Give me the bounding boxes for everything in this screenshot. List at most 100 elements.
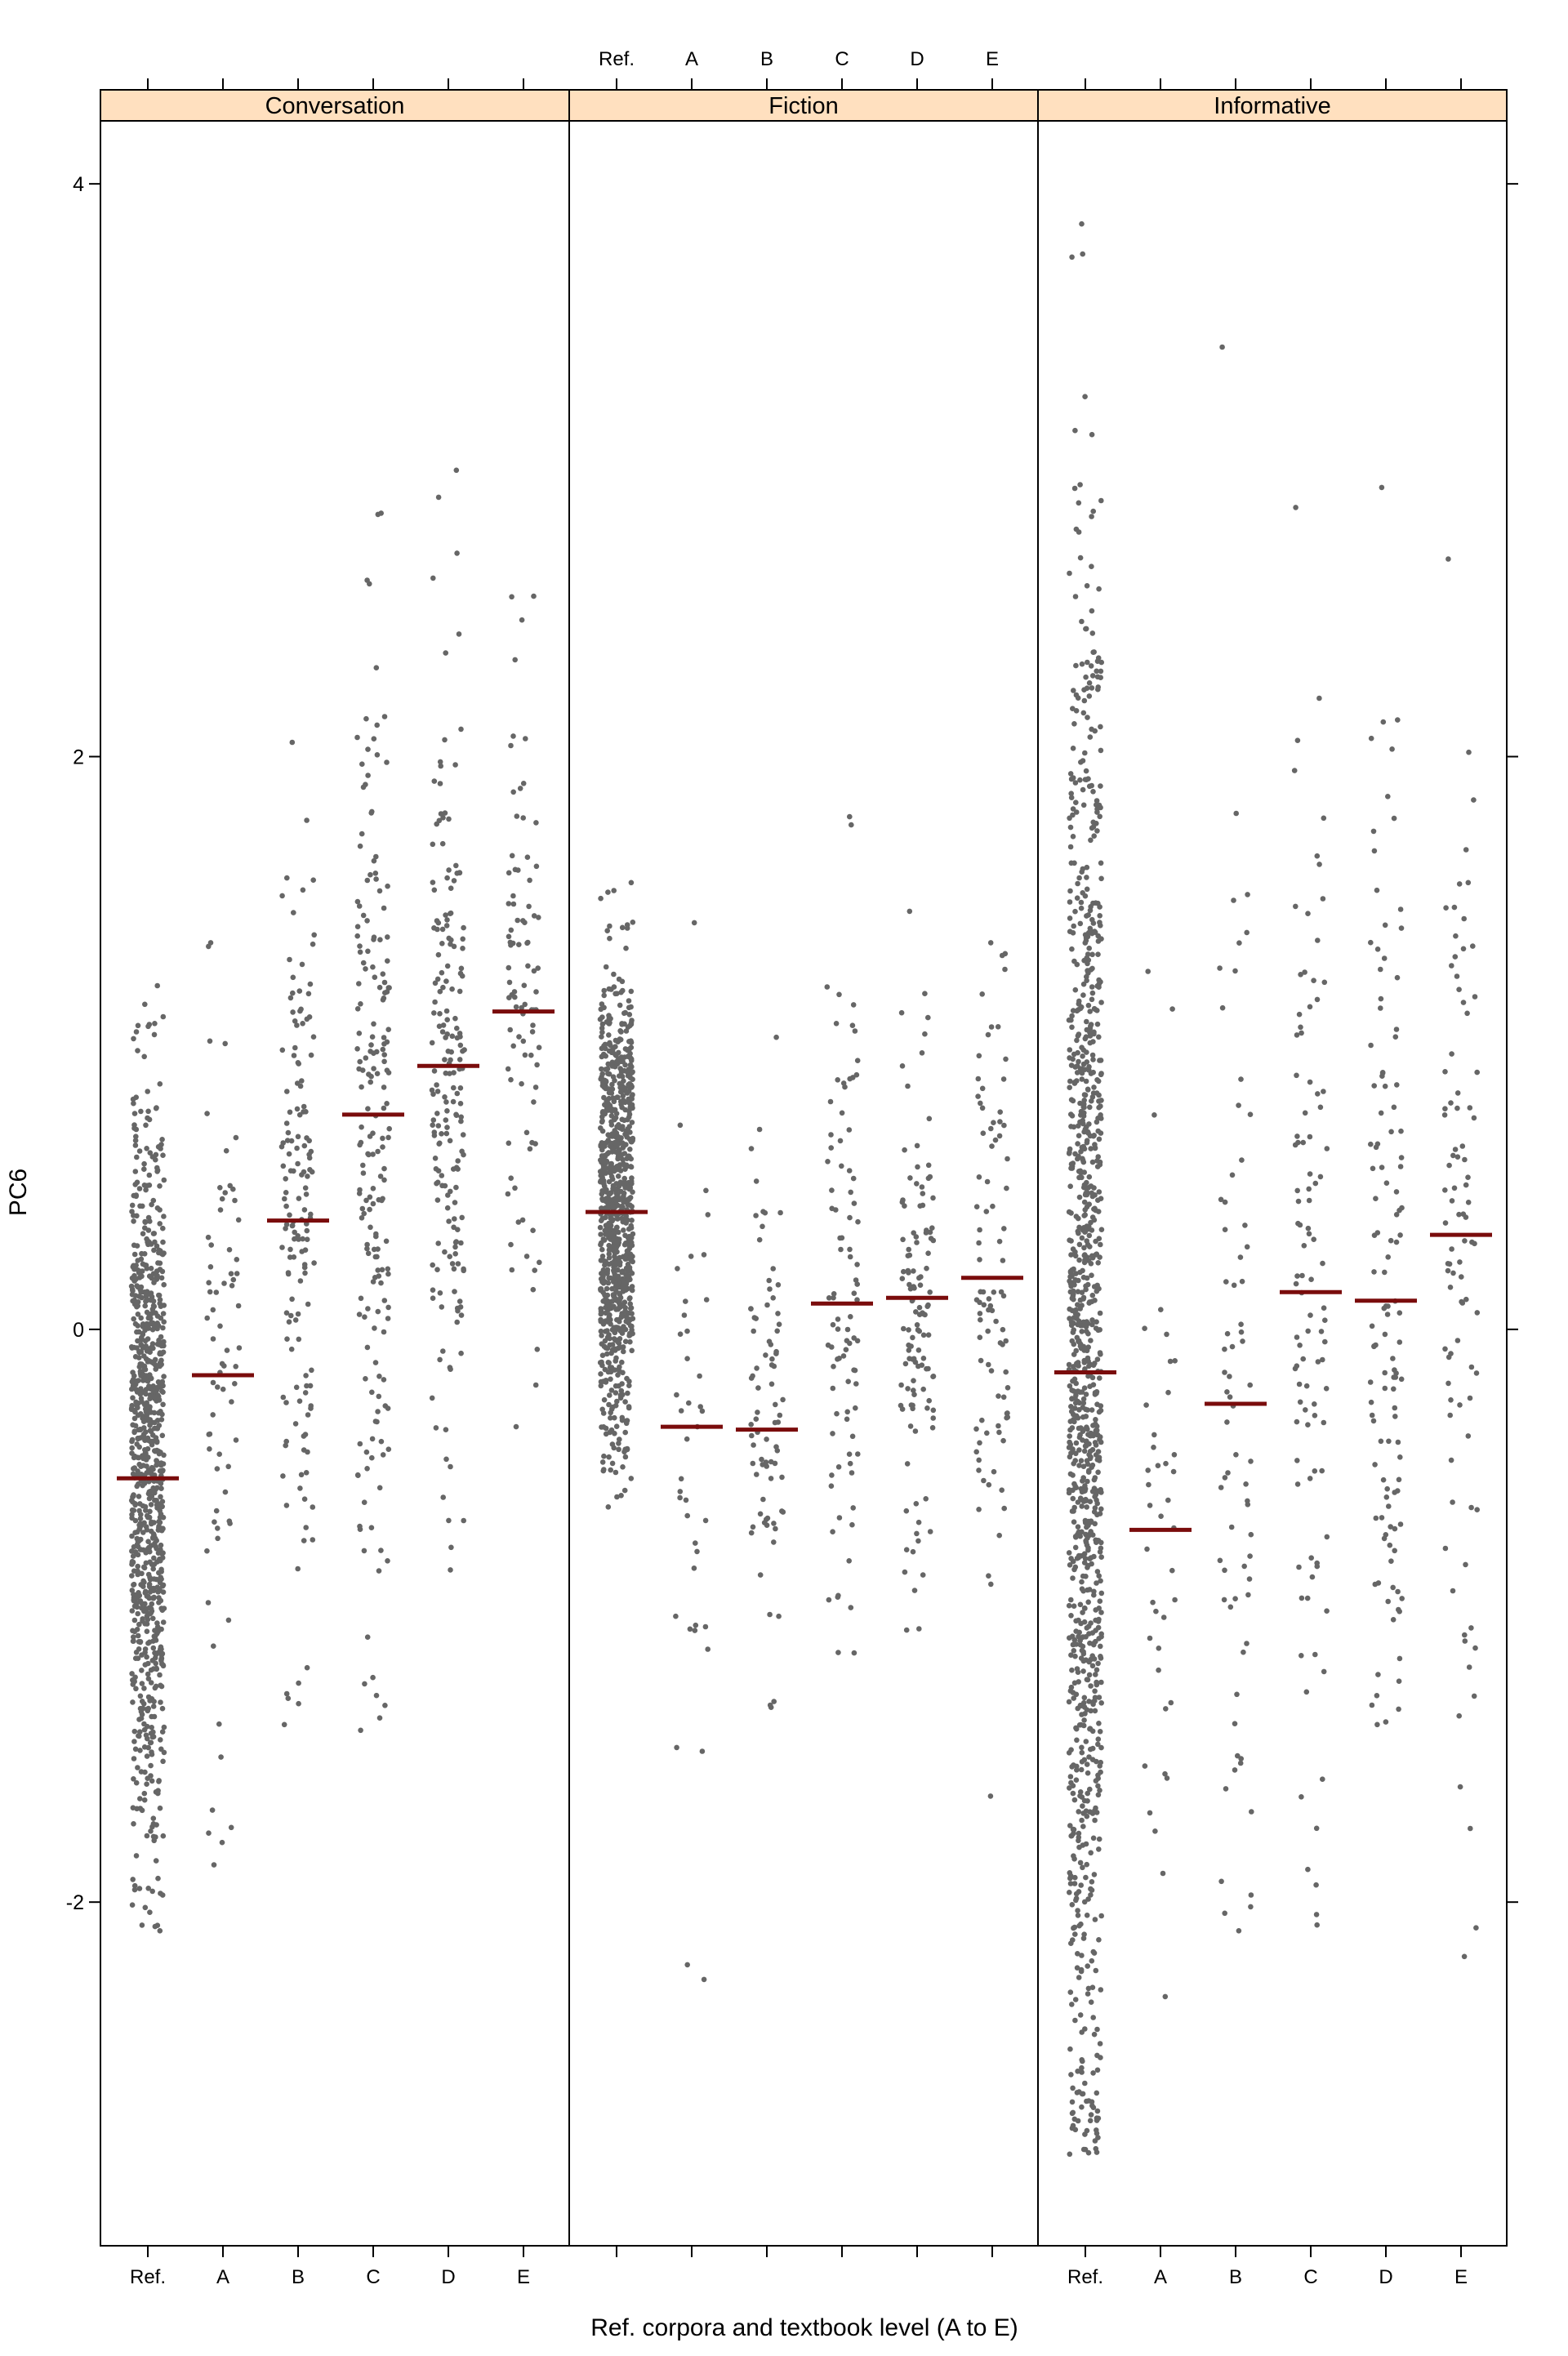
point-conversation-ref xyxy=(140,1618,145,1624)
point-informative-d xyxy=(1388,1237,1394,1244)
point-conversation-e xyxy=(531,1099,537,1105)
point-fiction-ref xyxy=(609,1441,616,1447)
x-tick-label-bottom: B xyxy=(292,2266,305,2288)
point-conversation-ref xyxy=(142,1376,148,1382)
point-conversation-ref xyxy=(150,1815,157,1821)
point-informative-ref xyxy=(1092,1817,1098,1824)
point-conversation-ref xyxy=(137,1427,144,1433)
point-conversation-ref xyxy=(139,1922,145,1928)
point-conversation-a xyxy=(207,1289,213,1295)
point-fiction-e xyxy=(979,1105,986,1111)
point-informative-a xyxy=(1172,1358,1178,1364)
point-fiction-c xyxy=(826,1597,832,1603)
point-informative-d xyxy=(1385,1598,1391,1605)
point-informative-ref xyxy=(1067,1316,1072,1321)
point-conversation-c xyxy=(354,734,360,741)
point-conversation-b xyxy=(302,1247,309,1253)
point-informative-e xyxy=(1461,915,1467,922)
point-informative-d xyxy=(1385,1303,1391,1309)
point-conversation-e xyxy=(510,901,517,907)
point-informative-d xyxy=(1392,1548,1397,1554)
point-informative-ref xyxy=(1079,2069,1085,2075)
point-informative-e xyxy=(1471,1115,1477,1121)
point-conversation-ref xyxy=(134,1627,140,1632)
point-conversation-ref xyxy=(153,1323,158,1329)
point-conversation-a xyxy=(204,1111,210,1116)
point-informative-d xyxy=(1396,1606,1401,1613)
point-conversation-c xyxy=(371,736,377,742)
point-informative-ref xyxy=(1069,2125,1076,2131)
point-informative-c xyxy=(1298,972,1303,978)
point-informative-e xyxy=(1457,1402,1463,1408)
point-fiction-e xyxy=(983,1209,990,1214)
point-informative-ref xyxy=(1089,1887,1095,1893)
point-conversation-b xyxy=(288,1346,295,1352)
point-conversation-d xyxy=(458,1312,465,1318)
point-fiction-ref xyxy=(605,1071,611,1076)
point-conversation-d xyxy=(457,988,463,995)
point-informative-b xyxy=(1227,1394,1233,1400)
point-conversation-a xyxy=(211,1862,217,1868)
point-informative-ref xyxy=(1071,1124,1077,1130)
point-fiction-e xyxy=(1000,1437,1006,1444)
point-conversation-d xyxy=(452,1244,458,1250)
point-conversation-b xyxy=(301,1496,308,1502)
point-conversation-ref xyxy=(133,1853,140,1859)
point-informative-ref xyxy=(1098,979,1103,985)
point-fiction-ref xyxy=(626,1012,633,1018)
point-informative-ref xyxy=(1080,1396,1087,1402)
point-informative-c xyxy=(1322,1317,1328,1323)
point-informative-c xyxy=(1312,1401,1317,1407)
point-informative-ref xyxy=(1098,1407,1104,1414)
point-fiction-a xyxy=(703,1187,709,1194)
point-informative-e xyxy=(1450,1588,1456,1594)
point-informative-ref xyxy=(1091,1476,1098,1483)
point-informative-e xyxy=(1456,881,1463,887)
point-informative-ref xyxy=(1079,1303,1085,1308)
point-informative-ref xyxy=(1085,1963,1090,1969)
point-informative-ref xyxy=(1082,394,1088,400)
point-conversation-c xyxy=(366,1151,372,1158)
point-fiction-ref xyxy=(599,1118,605,1124)
point-fiction-ref xyxy=(599,1254,606,1259)
point-conversation-ref xyxy=(161,1214,167,1219)
point-fiction-a xyxy=(688,1254,694,1259)
point-informative-ref xyxy=(1068,1684,1075,1690)
point-fiction-e xyxy=(984,1430,990,1436)
point-conversation-e xyxy=(527,877,532,884)
point-conversation-ref xyxy=(160,1225,166,1231)
point-informative-ref xyxy=(1085,1461,1091,1467)
point-conversation-ref xyxy=(140,1455,146,1462)
point-conversation-d xyxy=(430,841,436,848)
point-conversation-c xyxy=(354,924,361,929)
point-conversation-a xyxy=(228,1271,234,1276)
point-informative-ref xyxy=(1087,1104,1093,1111)
point-informative-b xyxy=(1241,1649,1246,1655)
point-conversation-ref xyxy=(145,1676,152,1681)
point-informative-ref xyxy=(1084,1504,1089,1510)
point-informative-ref xyxy=(1098,747,1104,754)
point-informative-ref xyxy=(1076,500,1082,506)
point-fiction-ref xyxy=(615,1267,621,1273)
point-fiction-ref xyxy=(609,1131,615,1137)
point-informative-ref xyxy=(1072,1151,1078,1157)
point-conversation-ref xyxy=(158,1511,164,1517)
point-informative-c xyxy=(1318,1329,1325,1334)
point-informative-ref xyxy=(1081,1199,1088,1205)
point-informative-b xyxy=(1238,1329,1245,1335)
point-informative-e xyxy=(1449,1246,1454,1252)
point-fiction-e xyxy=(991,1468,997,1475)
point-conversation-d xyxy=(444,1031,450,1037)
point-conversation-e xyxy=(512,657,518,663)
point-informative-c xyxy=(1305,1866,1311,1873)
point-informative-ref xyxy=(1089,1272,1094,1278)
point-conversation-ref xyxy=(159,1650,166,1657)
point-informative-d xyxy=(1369,1702,1375,1708)
point-informative-ref xyxy=(1089,514,1094,519)
point-conversation-b xyxy=(294,1022,300,1028)
point-conversation-ref xyxy=(137,1501,143,1507)
point-informative-c xyxy=(1308,1555,1314,1561)
point-conversation-ref xyxy=(137,1806,144,1811)
point-informative-e xyxy=(1474,1069,1480,1076)
point-conversation-ref xyxy=(132,1655,139,1661)
